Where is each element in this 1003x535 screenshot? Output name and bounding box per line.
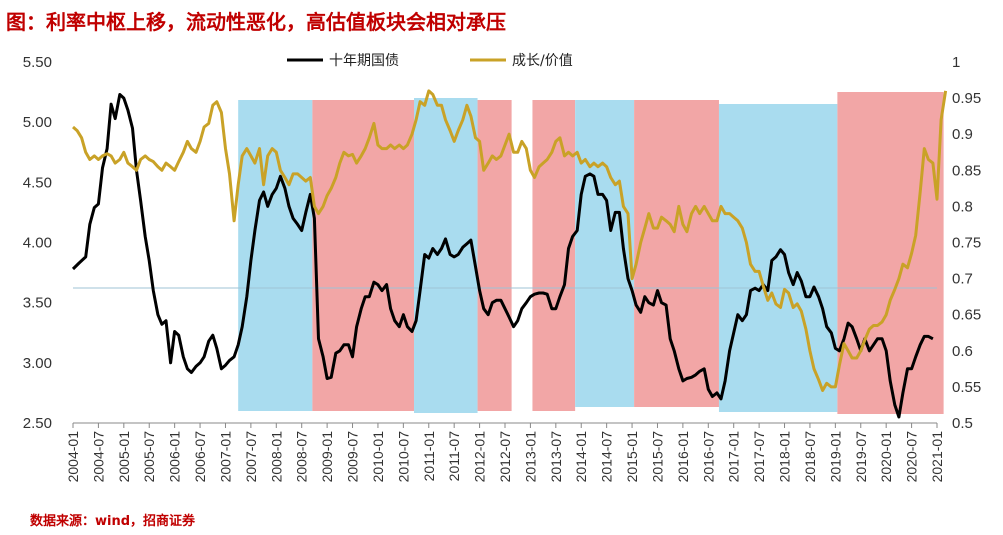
x-tick-label: 2014-01 <box>573 431 589 483</box>
x-tick-label: 2005-07 <box>141 431 157 483</box>
x-tick-label: 2012-01 <box>472 431 488 483</box>
right-tick-label: 0.95 <box>952 90 981 107</box>
x-tick-label: 2015-01 <box>624 431 640 483</box>
right-tick-label: 0.9 <box>952 126 973 143</box>
series-lines <box>71 89 948 419</box>
x-tick-label: 2016-01 <box>675 431 691 483</box>
x-tick-label: 2006-01 <box>167 431 183 483</box>
x-tick-label: 2007-07 <box>243 431 259 483</box>
x-tick-label: 2010-01 <box>370 431 386 483</box>
left-axis: 2.50 3.00 3.50 4.00 4.50 5.00 5.50 <box>23 54 52 432</box>
right-tick-label: 0.5 <box>952 415 973 432</box>
right-axis: 0.5 0.55 0.6 0.65 0.7 0.75 0.8 0.85 0.9 0.95 1 <box>952 54 981 432</box>
left-tick-label: 3.50 <box>23 295 52 312</box>
legend-label-1: 成长/价值 <box>512 53 573 69</box>
legend-label-0: 十年期国债 <box>329 53 399 69</box>
right-tick-label: 0.8 <box>952 198 973 215</box>
x-tick-label: 2020-01 <box>878 431 894 483</box>
source-note: 数据来源：wind，招商证券 <box>30 514 196 529</box>
x-tick-label: 2012-07 <box>497 431 513 483</box>
x-tick-label: 2004-01 <box>65 431 81 483</box>
shade-blue-0 <box>238 100 313 411</box>
x-tick-label: 2008-07 <box>294 431 310 483</box>
left-tick-label: 2.50 <box>23 415 52 432</box>
x-tick-label: 2017-01 <box>726 431 742 483</box>
x-tick-label: 2019-07 <box>853 431 869 483</box>
right-tick-label: 0.6 <box>952 343 973 360</box>
x-axis: 2004-01 2004-07 2005-01 2005-07 2006-01 2006-… <box>65 422 945 483</box>
right-tick-label: 0.75 <box>952 235 981 252</box>
x-tick-label: 2009-01 <box>319 431 335 483</box>
x-tick-label: 2004-07 <box>90 431 106 483</box>
x-tick-label: 2009-07 <box>345 431 361 483</box>
shade-red-3 <box>477 100 512 411</box>
right-tick-label: 1 <box>952 54 960 71</box>
x-tick-label: 2021-01 <box>929 431 945 483</box>
x-tick-label: 2014-07 <box>599 431 615 483</box>
right-tick-label: 0.7 <box>952 271 973 288</box>
x-tick-label: 2018-07 <box>802 431 818 483</box>
x-tick-label: 2011-01 <box>421 431 437 482</box>
series-line-1 <box>72 89 948 392</box>
x-tick-label: 2013-01 <box>522 431 538 483</box>
x-tick-label: 2019-01 <box>827 431 843 483</box>
x-tick-label: 2016-07 <box>700 431 716 483</box>
x-tick-label: 2010-07 <box>395 431 411 483</box>
x-tick-label: 2018-01 <box>777 431 793 483</box>
series-line-0 <box>71 93 934 419</box>
left-tick-label: 4.00 <box>23 235 52 252</box>
right-tick-label: 0.65 <box>952 307 981 324</box>
right-tick-label: 0.55 <box>952 379 981 396</box>
x-tick-label: 2017-07 <box>751 431 767 483</box>
x-tick-label: 2015-07 <box>649 431 665 483</box>
left-tick-label: 3.00 <box>23 355 52 372</box>
legend: 十年期国债 成长/价值 <box>287 53 573 69</box>
x-tick-label: 2008-01 <box>268 431 284 483</box>
x-tick-label: 2020-07 <box>904 431 920 483</box>
left-tick-label: 5.50 <box>23 54 52 71</box>
shade-red-8 <box>837 92 944 414</box>
shade-blue-7 <box>718 104 838 412</box>
right-tick-label: 0.85 <box>952 162 981 179</box>
chart-title: 图：利率中枢上移，流动性恶化，高估值板块会相对承压 <box>6 10 506 34</box>
x-tick-label: 2006-07 <box>192 431 208 483</box>
x-tick-label: 2011-07 <box>446 431 462 482</box>
x-tick-label: 2007-01 <box>217 431 233 483</box>
x-tick-label: 2013-07 <box>548 431 564 483</box>
left-tick-label: 4.50 <box>23 174 52 191</box>
left-tick-label: 5.00 <box>23 114 52 131</box>
x-tick-label: 2005-01 <box>116 431 132 483</box>
